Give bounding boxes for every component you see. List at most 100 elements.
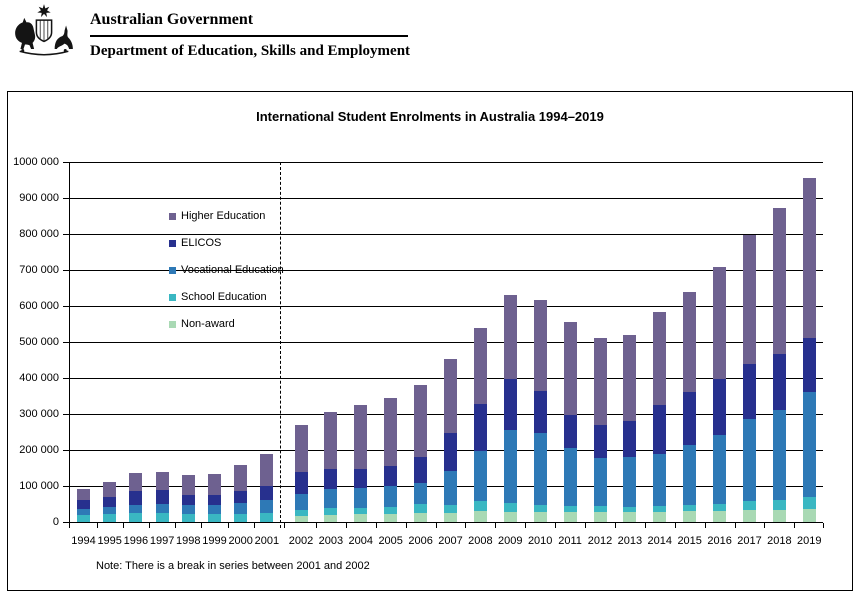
x-tick-label: 1994 (71, 535, 96, 547)
y-axis-tick (63, 522, 69, 523)
x-axis-tick (674, 523, 676, 528)
header-text: Australian Government Department of Educ… (90, 10, 410, 60)
bar-segment-higher-education (772, 208, 786, 354)
bar-segment-non-award (802, 509, 816, 522)
bar-segment-elicos (354, 469, 368, 489)
y-tick-label: 300 000 (19, 408, 59, 420)
y-axis-tick (63, 450, 69, 451)
x-axis-tick (495, 523, 497, 528)
bar-segment-elicos (563, 415, 577, 449)
bar-segment-vocational-education (354, 488, 368, 508)
y-tick-label: 0 (52, 516, 59, 528)
bar-segment-vocational-education (533, 433, 547, 505)
bar-segment-school-education (384, 506, 398, 514)
x-axis-tick (614, 523, 616, 528)
legend-label: School Education (181, 291, 267, 303)
x-tick-label: 1997 (149, 535, 175, 547)
bar-segment-higher-education (653, 312, 667, 406)
x-axis-tick (375, 523, 377, 528)
bar-segment-school-education (683, 505, 697, 512)
x-axis-tick (525, 523, 527, 528)
bar-segment-vocational-education (129, 504, 143, 514)
bar-segment-elicos (593, 425, 607, 458)
gridline (69, 198, 823, 199)
legend-item: Non-award (169, 318, 284, 331)
bar-segment-non-award (324, 515, 338, 522)
x-tick-label: 2006 (408, 535, 433, 547)
bar-segment-vocational-education (414, 483, 428, 505)
y-tick-label: 100 000 (19, 480, 59, 492)
chart-title: International Student Enrolments in Aust… (256, 109, 604, 124)
bar-segment-non-award (653, 511, 667, 522)
x-tick-label: 2001 (254, 535, 280, 547)
bar-segment-school-education (713, 504, 727, 511)
bar-segment-school-education (444, 504, 457, 513)
bar-segment-school-education (772, 499, 786, 510)
bar-segment-school-education (653, 506, 667, 512)
chart-panel: International Student Enrolments in Aust… (7, 91, 853, 591)
bar-segment-higher-education (563, 322, 577, 416)
series-break-dashed-line (280, 162, 281, 528)
bar-segment-vocational-education (103, 507, 117, 515)
bar-segment-non-award (294, 516, 308, 522)
chart-note: Note: There is a break in series between… (96, 560, 370, 572)
x-tick-label: 2005 (378, 535, 403, 547)
x-tick-label: 1996 (123, 535, 149, 547)
x-axis-tick (122, 523, 124, 528)
bar-segment-higher-education (260, 453, 274, 486)
legend-label: Non-award (181, 318, 235, 330)
y-tick-label: 400 000 (19, 372, 59, 384)
x-axis-tick (201, 523, 203, 528)
bar-segment-non-award (563, 511, 577, 522)
x-axis-tick (644, 523, 646, 528)
legend-swatch-icon (169, 240, 176, 247)
bar-segment-school-education (593, 506, 607, 512)
x-tick-label: 2010 (527, 535, 553, 547)
bar-segment-elicos (772, 353, 786, 411)
bar-segment-vocational-education (593, 457, 607, 507)
x-tick-label: 2003 (318, 535, 344, 547)
x-tick-label: 2009 (498, 535, 523, 547)
bar-segment-higher-education (713, 267, 727, 380)
bar-segment-vocational-education (324, 489, 338, 509)
bar-segment-non-award (384, 513, 398, 522)
gridline (69, 306, 823, 307)
bar-segment-non-award (533, 511, 547, 522)
x-tick-label: 2017 (737, 535, 762, 547)
x-tick-label: 1995 (97, 535, 122, 547)
y-tick-label: 800 000 (19, 228, 59, 240)
x-axis-tick (69, 523, 70, 528)
legend-label: Higher Education (181, 210, 266, 222)
bar-segment-higher-education (324, 412, 338, 470)
bar-segment-elicos (743, 363, 756, 420)
wattle-branch-icon (19, 50, 69, 56)
x-axis (69, 522, 823, 523)
x-axis-tick (405, 523, 407, 528)
bar-segment-school-education (623, 506, 637, 512)
x-axis-tick (149, 523, 150, 528)
bar-segment-higher-education (683, 291, 697, 393)
bar-segment-vocational-education (444, 470, 457, 505)
x-axis-tick (585, 523, 587, 528)
bar-segment-elicos (653, 405, 667, 455)
x-tick-label: 1999 (202, 535, 227, 547)
gridline (69, 234, 823, 235)
y-axis-tick (63, 234, 69, 235)
y-axis-tick (63, 270, 69, 271)
bar-segment-vocational-education (234, 502, 248, 515)
x-axis-tick (253, 523, 255, 528)
x-axis-tick (283, 523, 285, 528)
bar-segment-elicos (234, 491, 248, 503)
gridline (69, 342, 823, 343)
x-tick-label: 2004 (348, 535, 374, 547)
x-axis-tick (345, 523, 347, 528)
bar-segment-school-education (77, 515, 90, 522)
x-axis-tick (315, 523, 317, 528)
bar-segment-higher-education (444, 359, 457, 433)
bar-segment-school-education (743, 501, 756, 511)
bar-segment-vocational-education (743, 419, 756, 502)
bar-segment-elicos (802, 337, 816, 393)
x-tick-label: 2018 (767, 535, 792, 547)
bar-segment-school-education (260, 513, 274, 522)
